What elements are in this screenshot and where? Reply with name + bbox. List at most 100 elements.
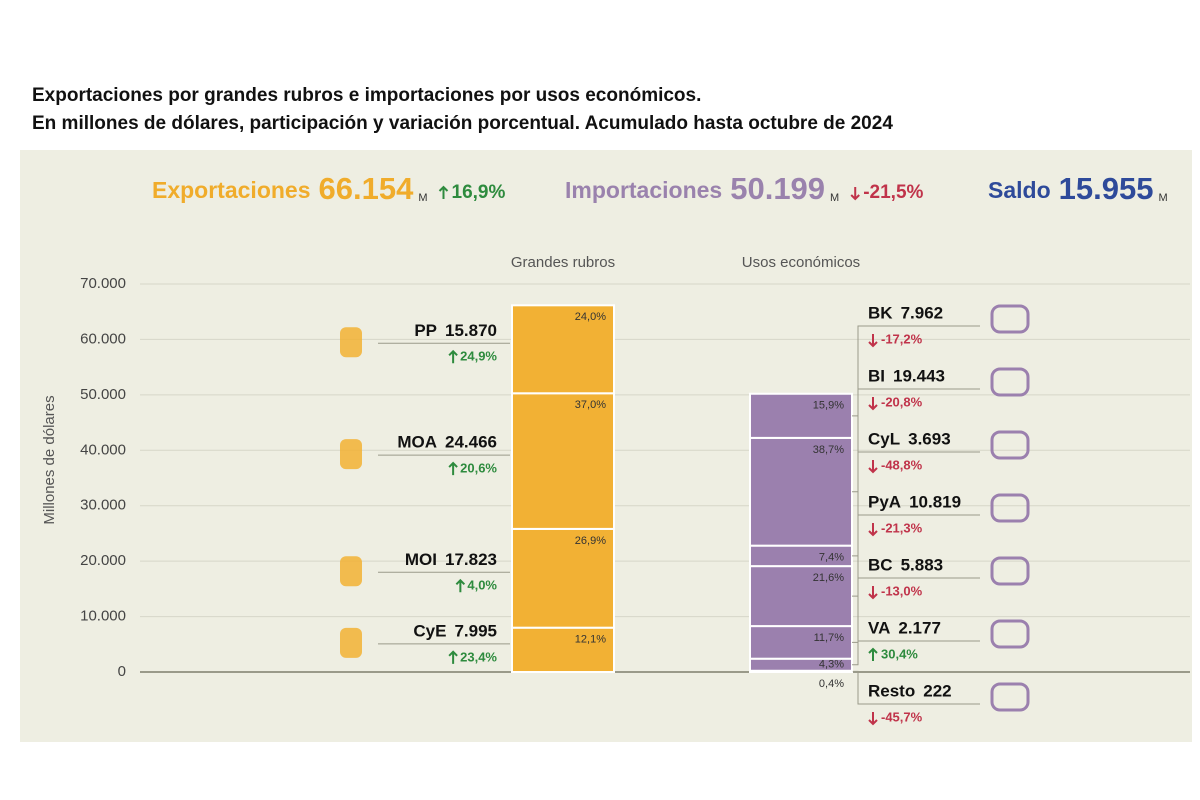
icon bbox=[990, 493, 1030, 523]
summary-unit: M bbox=[830, 192, 839, 204]
segment-value: 222 bbox=[923, 681, 951, 700]
segment-name: BC bbox=[868, 555, 893, 574]
bar-segment bbox=[749, 625, 853, 660]
y-tick-label: 40.000 bbox=[80, 441, 126, 458]
segment-value: 2.177 bbox=[898, 618, 941, 637]
share-label: 24,0% bbox=[575, 311, 606, 323]
share-label: 26,9% bbox=[575, 535, 606, 547]
summary-value: 66.154 bbox=[319, 171, 415, 206]
icon bbox=[340, 627, 362, 658]
category-label: Grandes rubros bbox=[511, 254, 615, 271]
segment-change: -48,8% bbox=[881, 457, 923, 472]
summary-value: 15.955 bbox=[1059, 171, 1154, 206]
bar-segment bbox=[749, 392, 853, 439]
change-arrow bbox=[868, 397, 878, 411]
chart-title: Exportaciones por grandes rubros e impor… bbox=[32, 85, 701, 106]
share-label: 4,3% bbox=[819, 659, 844, 671]
icon bbox=[340, 556, 362, 587]
change-arrow bbox=[868, 647, 878, 661]
summary-name: Importaciones bbox=[565, 177, 722, 203]
summary-name: Exportaciones bbox=[152, 177, 311, 203]
y-tick-label: 60.000 bbox=[80, 330, 126, 347]
segment-change: 20,6% bbox=[460, 461, 497, 476]
segment-name: MOA bbox=[397, 433, 437, 452]
segment-change: -17,2% bbox=[881, 331, 923, 346]
y-tick-label: 0 bbox=[118, 663, 126, 680]
segment-name: CyE bbox=[413, 621, 446, 640]
change-arrow bbox=[448, 461, 458, 476]
summary-value: 50.199 bbox=[730, 171, 825, 206]
connector bbox=[852, 577, 980, 643]
connector bbox=[852, 451, 980, 557]
segment-value: 7.995 bbox=[454, 621, 497, 640]
connector bbox=[852, 640, 980, 666]
share-label: 7,4% bbox=[819, 552, 844, 564]
connector bbox=[852, 388, 980, 493]
segment-value: 17.823 bbox=[445, 550, 497, 569]
change-arrow bbox=[868, 586, 878, 600]
share-label: 38,7% bbox=[813, 444, 844, 456]
icon bbox=[990, 556, 1030, 586]
change-arrow bbox=[455, 578, 466, 593]
bar-segment bbox=[511, 626, 615, 674]
segment-name: BK bbox=[868, 303, 893, 322]
change-arrow bbox=[868, 460, 878, 474]
chart-subtitle: En millones de dólares, participación y … bbox=[32, 113, 893, 134]
change-arrow bbox=[850, 187, 860, 201]
change-arrow bbox=[448, 650, 458, 664]
segment-value: 5.883 bbox=[901, 555, 944, 574]
y-tick-label: 30.000 bbox=[80, 497, 126, 514]
change-arrow bbox=[448, 349, 458, 364]
segment-name: Resto bbox=[868, 681, 915, 700]
segment-change: 4,0% bbox=[467, 578, 497, 593]
segment-value: 24.466 bbox=[445, 433, 497, 452]
icon bbox=[990, 367, 1030, 397]
bar-segment bbox=[749, 565, 853, 628]
share-label: 37,0% bbox=[575, 399, 606, 411]
segment-change: 23,4% bbox=[460, 649, 497, 664]
y-tick-label: 50.000 bbox=[80, 386, 126, 403]
y-tick-label: 20.000 bbox=[80, 552, 126, 569]
segment-name: CyL bbox=[868, 429, 900, 448]
change-arrow bbox=[438, 185, 449, 199]
segment-change: 30,4% bbox=[881, 646, 918, 661]
share-label: 12,1% bbox=[575, 634, 606, 646]
bar-segment bbox=[511, 392, 615, 530]
segment-change: 24,9% bbox=[460, 349, 497, 364]
share-label: 11,7% bbox=[814, 632, 845, 644]
connector bbox=[852, 670, 980, 705]
segment-change: -13,0% bbox=[881, 583, 923, 598]
icon bbox=[990, 682, 1030, 712]
change-arrow bbox=[868, 523, 878, 537]
share-label: 15,9% bbox=[813, 400, 844, 412]
connector bbox=[852, 325, 980, 417]
summary-change: -21,5% bbox=[863, 182, 923, 203]
segment-value: 7.962 bbox=[901, 303, 944, 322]
summary-unit: M bbox=[1158, 192, 1167, 204]
bar-segment bbox=[511, 304, 615, 395]
summary-name: Saldo bbox=[988, 177, 1051, 203]
share-label: 21,6% bbox=[813, 572, 844, 584]
share-label: 0,4% bbox=[819, 678, 844, 690]
icon bbox=[340, 439, 362, 470]
y-tick-label: 70.000 bbox=[80, 275, 126, 292]
y-tick-label: 10.000 bbox=[80, 608, 126, 625]
icon bbox=[990, 430, 1030, 460]
segment-name: BI bbox=[868, 366, 885, 385]
change-arrow bbox=[868, 334, 878, 348]
icon bbox=[990, 619, 1030, 649]
segment-value: 19.443 bbox=[893, 366, 945, 385]
segment-name: MOI bbox=[405, 550, 437, 569]
segment-value: 10.819 bbox=[909, 492, 961, 511]
bar-segment bbox=[749, 436, 853, 547]
y-axis-label: Millones de dólares bbox=[41, 395, 58, 524]
summary-unit: M bbox=[418, 192, 427, 204]
segment-change: -20,8% bbox=[881, 394, 923, 409]
summary-change: 16,9% bbox=[452, 182, 506, 203]
segment-change: -21,3% bbox=[881, 520, 923, 535]
segment-value: 15.870 bbox=[445, 321, 497, 340]
segment-name: PyA bbox=[868, 492, 901, 511]
category-label: Usos económicos bbox=[742, 254, 860, 271]
change-arrow bbox=[868, 712, 878, 726]
